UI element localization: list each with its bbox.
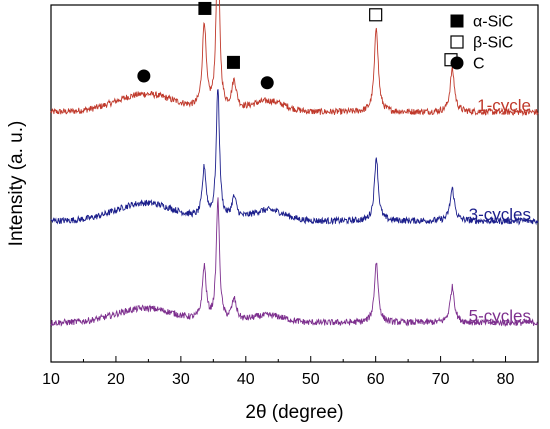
plot-frame <box>50 4 539 363</box>
series-label-1: 1-cycle <box>477 96 531 115</box>
series-layer: 1-cycle 3-cycles 5-cycles <box>50 0 539 328</box>
series-line-2 <box>50 89 539 226</box>
legend-label-1: α-SiC <box>473 14 513 31</box>
series-label-3: 5-cycles <box>469 307 531 326</box>
phase-marker-5 <box>260 76 274 90</box>
x-axis-title: 2θ (degree) <box>245 402 343 423</box>
x-tick-label-80: 80 <box>497 371 515 388</box>
phase-marker-1 <box>137 69 151 83</box>
phase-marker-layer <box>137 1 458 90</box>
series-label-2: 3-cycles <box>469 205 531 224</box>
legend-marker-3 <box>450 56 464 70</box>
y-axis-title: Intensity (a. u.) <box>6 121 27 247</box>
x-tick-label-30: 30 <box>172 371 190 388</box>
phase-marker-6 <box>369 8 383 22</box>
x-tick-label-60: 60 <box>367 371 385 388</box>
x-tick-label-20: 20 <box>107 371 125 388</box>
x-tick-label-70: 70 <box>432 371 450 388</box>
legend-label-2: β-SiC <box>473 35 513 52</box>
legend-label-3: C <box>473 56 485 73</box>
x-axis-ticks: 10 20 30 40 50 60 70 80 <box>42 356 515 388</box>
x-tick-label-50: 50 <box>302 371 320 388</box>
x-tick-label-10: 10 <box>42 371 60 388</box>
phase-marker-4 <box>226 55 240 69</box>
series-line-3 <box>50 197 539 328</box>
legend-marker-1 <box>450 14 464 28</box>
phase-marker-2 <box>198 1 212 15</box>
x-tick-label-40: 40 <box>237 371 255 388</box>
legend: α-SiC β-SiC C <box>450 14 513 73</box>
series-line-1 <box>50 0 539 117</box>
legend-marker-2 <box>450 35 464 49</box>
